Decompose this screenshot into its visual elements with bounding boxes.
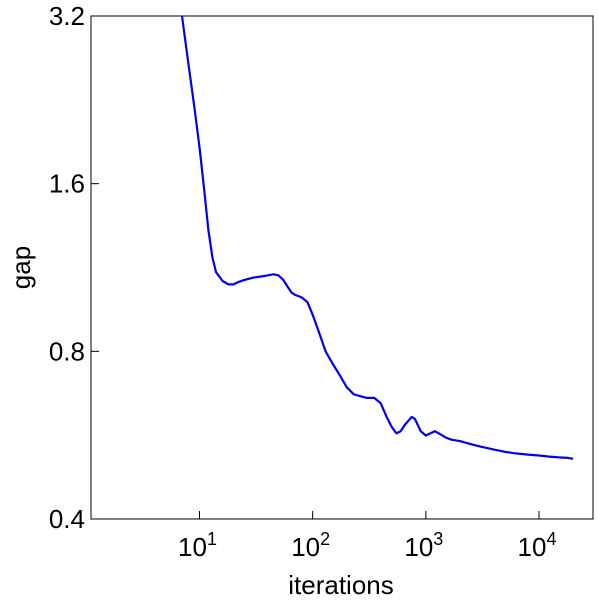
tick-labels: 101 102 103 104 0.4 0.8 1.6 3.2 [49,1,557,562]
y-tick-label: 3.2 [49,1,85,31]
x-tick-label: 101 [178,529,217,562]
series-line [180,15,574,460]
plot-area-border [90,15,594,520]
axis-ticks [91,15,540,520]
y-tick-label: 0.4 [49,504,85,534]
y-tick-label: 1.6 [49,169,85,199]
y-tick-label: 0.8 [49,336,85,366]
x-tick-label: 104 [518,529,557,562]
x-tick-label: 103 [404,529,443,562]
x-tick-label: 102 [291,529,330,562]
plot-frame [90,15,594,520]
y-axis-label: gap [6,246,36,289]
series-layer [180,15,574,460]
x-axis-label: iterations [288,570,394,600]
